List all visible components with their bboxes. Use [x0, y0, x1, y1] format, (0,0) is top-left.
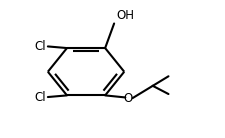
- Text: O: O: [122, 92, 132, 105]
- Text: OH: OH: [116, 9, 134, 22]
- Text: Cl: Cl: [34, 91, 46, 104]
- Text: Cl: Cl: [34, 39, 46, 53]
